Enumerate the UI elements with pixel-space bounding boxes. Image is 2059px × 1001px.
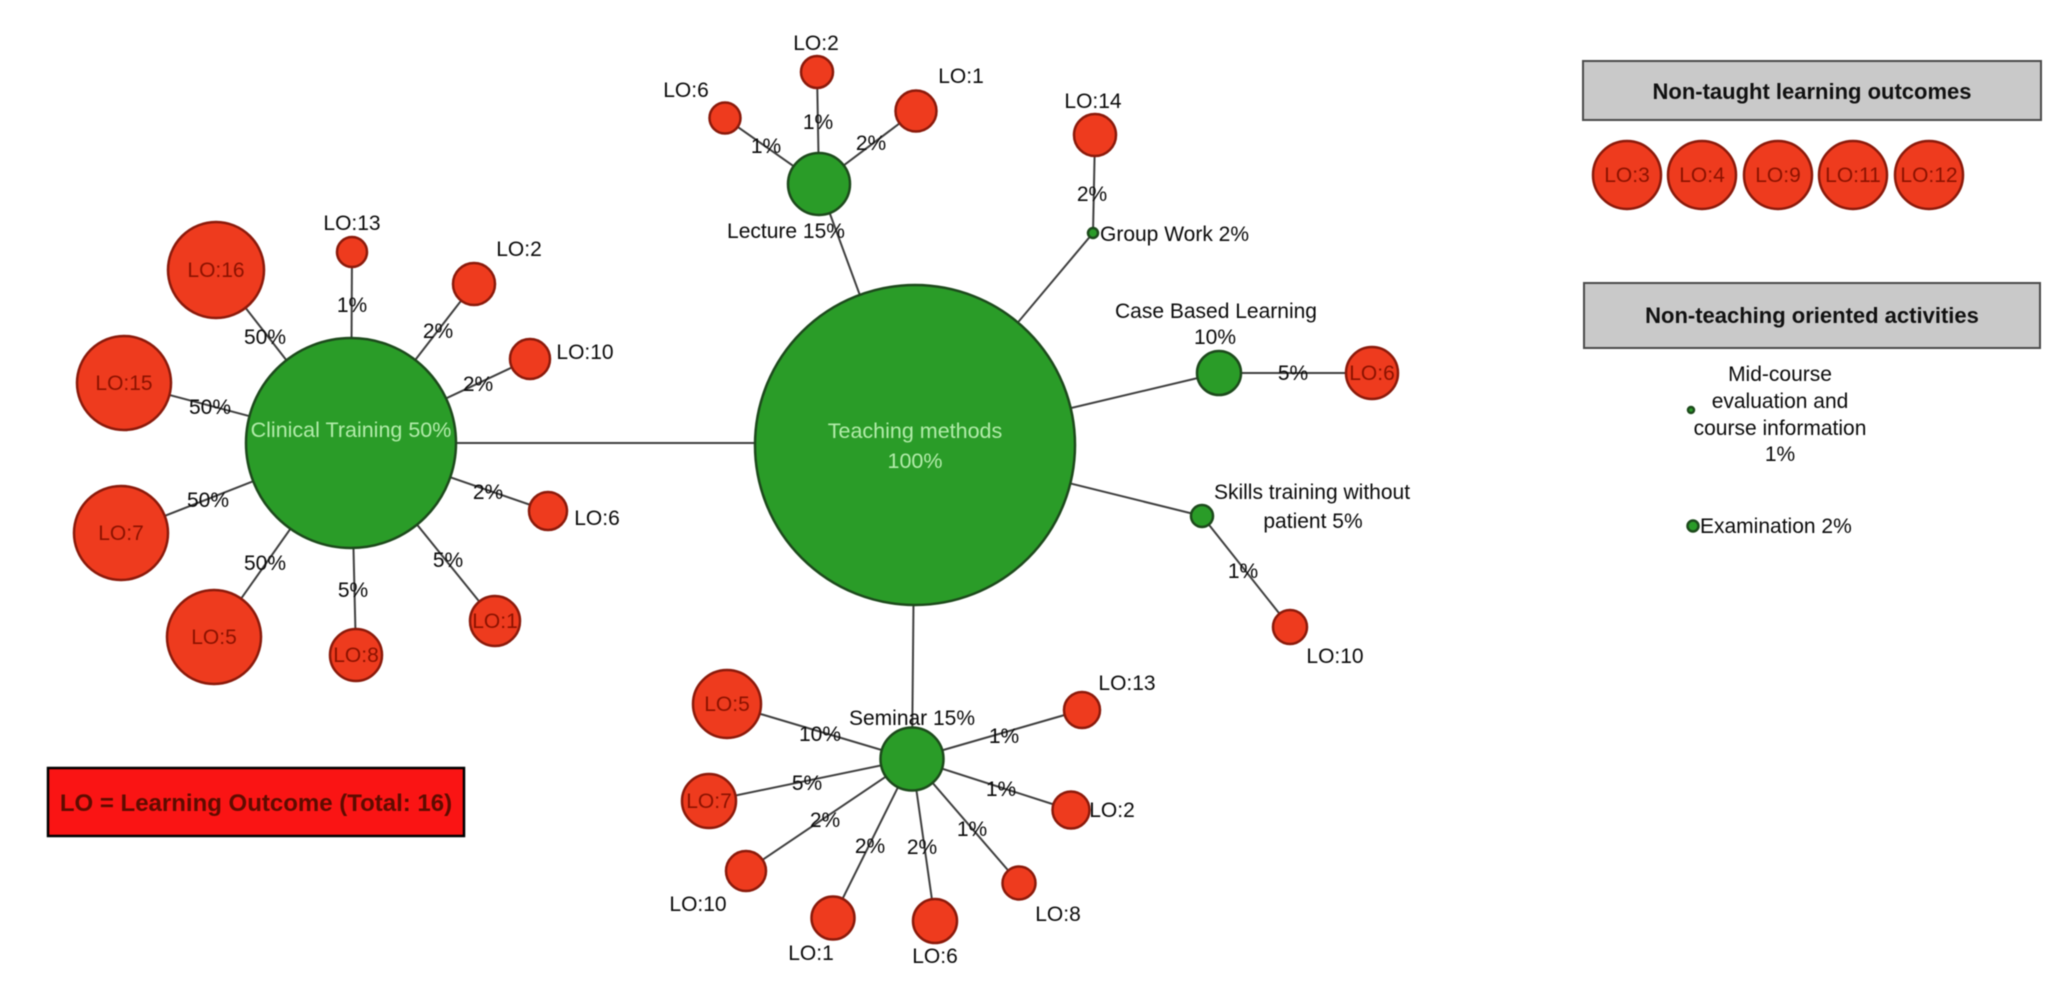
svg-text:LO:1: LO:1 xyxy=(788,942,834,965)
svg-text:2%: 2% xyxy=(810,809,840,832)
svg-text:Clinical Training 50%: Clinical Training 50% xyxy=(251,418,452,442)
svg-text:1%: 1% xyxy=(986,778,1016,801)
svg-text:LO:6: LO:6 xyxy=(574,507,620,530)
svg-text:1%: 1% xyxy=(803,111,833,134)
svg-text:LO:15: LO:15 xyxy=(95,372,152,395)
svg-text:LO:5: LO:5 xyxy=(191,626,237,649)
svg-text:2%: 2% xyxy=(463,373,493,396)
svg-text:50%: 50% xyxy=(244,326,286,349)
svg-text:10%: 10% xyxy=(799,723,841,746)
svg-text:LO:4: LO:4 xyxy=(1679,164,1725,187)
svg-text:2%: 2% xyxy=(473,481,503,504)
svg-text:5%: 5% xyxy=(433,549,463,572)
svg-text:LO:6: LO:6 xyxy=(663,79,709,102)
svg-text:2%: 2% xyxy=(423,320,453,343)
svg-text:LO:10: LO:10 xyxy=(1306,645,1363,668)
svg-text:Non-teaching oriented activiti: Non-teaching oriented activities xyxy=(1645,303,1979,328)
svg-text:Skills training without: Skills training without xyxy=(1214,481,1410,504)
svg-text:100%: 100% xyxy=(888,449,943,473)
svg-text:LO:8: LO:8 xyxy=(333,644,379,667)
svg-text:50%: 50% xyxy=(189,396,231,419)
svg-text:Examination 2%: Examination 2% xyxy=(1700,515,1852,538)
svg-text:LO:1: LO:1 xyxy=(938,65,984,88)
svg-text:LO:7: LO:7 xyxy=(686,790,732,813)
svg-text:2%: 2% xyxy=(855,835,885,858)
svg-text:5%: 5% xyxy=(338,579,368,602)
svg-text:1%: 1% xyxy=(989,725,1019,748)
svg-text:5%: 5% xyxy=(792,772,822,795)
svg-text:LO:11: LO:11 xyxy=(1825,164,1881,187)
svg-text:1%: 1% xyxy=(957,818,987,841)
svg-text:LO:14: LO:14 xyxy=(1064,90,1122,113)
svg-text:course information: course information xyxy=(1694,417,1867,440)
svg-text:LO:9: LO:9 xyxy=(1755,164,1801,187)
svg-text:LO:16: LO:16 xyxy=(187,259,244,282)
svg-text:10%: 10% xyxy=(1194,326,1236,349)
svg-text:LO:1: LO:1 xyxy=(472,610,518,633)
svg-text:Mid-course: Mid-course xyxy=(1728,363,1832,386)
svg-text:patient 5%: patient 5% xyxy=(1263,510,1362,533)
svg-text:LO = Learning Outcome (Total:: LO = Learning Outcome (Total: 16) xyxy=(60,790,452,817)
svg-text:Lecture 15%: Lecture 15% xyxy=(727,220,845,243)
svg-text:Group Work 2%: Group Work 2% xyxy=(1100,223,1249,246)
svg-text:LO:13: LO:13 xyxy=(323,212,380,235)
svg-text:50%: 50% xyxy=(244,552,286,575)
svg-text:evaluation and: evaluation and xyxy=(1712,390,1849,413)
svg-text:1%: 1% xyxy=(1228,560,1258,583)
svg-text:2%: 2% xyxy=(907,836,937,859)
svg-text:Non-taught learning outcomes: Non-taught learning outcomes xyxy=(1653,79,1972,104)
svg-text:LO:2: LO:2 xyxy=(1089,799,1135,822)
svg-text:5%: 5% xyxy=(1278,362,1308,385)
svg-text:LO:8: LO:8 xyxy=(1035,903,1081,926)
svg-text:2%: 2% xyxy=(856,132,886,155)
svg-text:50%: 50% xyxy=(187,489,229,512)
svg-text:1%: 1% xyxy=(1765,443,1795,466)
svg-text:LO:3: LO:3 xyxy=(1604,164,1650,187)
svg-text:LO:6: LO:6 xyxy=(912,945,958,968)
svg-text:LO:10: LO:10 xyxy=(556,341,613,364)
svg-text:LO:2: LO:2 xyxy=(496,238,542,261)
svg-text:2%: 2% xyxy=(1077,183,1107,206)
svg-text:LO:6: LO:6 xyxy=(1349,362,1395,385)
svg-text:1%: 1% xyxy=(337,294,367,317)
svg-text:1%: 1% xyxy=(751,135,781,158)
svg-text:LO:10: LO:10 xyxy=(669,893,726,916)
svg-text:Seminar 15%: Seminar 15% xyxy=(849,707,975,730)
svg-text:Case Based Learning: Case Based Learning xyxy=(1115,300,1317,323)
svg-text:LO:2: LO:2 xyxy=(793,32,839,55)
svg-text:LO:7: LO:7 xyxy=(98,522,144,545)
svg-text:LO:13: LO:13 xyxy=(1098,672,1155,695)
svg-text:LO:5: LO:5 xyxy=(704,693,750,716)
svg-text:Teaching methods: Teaching methods xyxy=(828,419,1003,443)
svg-text:LO:12: LO:12 xyxy=(1900,164,1957,187)
